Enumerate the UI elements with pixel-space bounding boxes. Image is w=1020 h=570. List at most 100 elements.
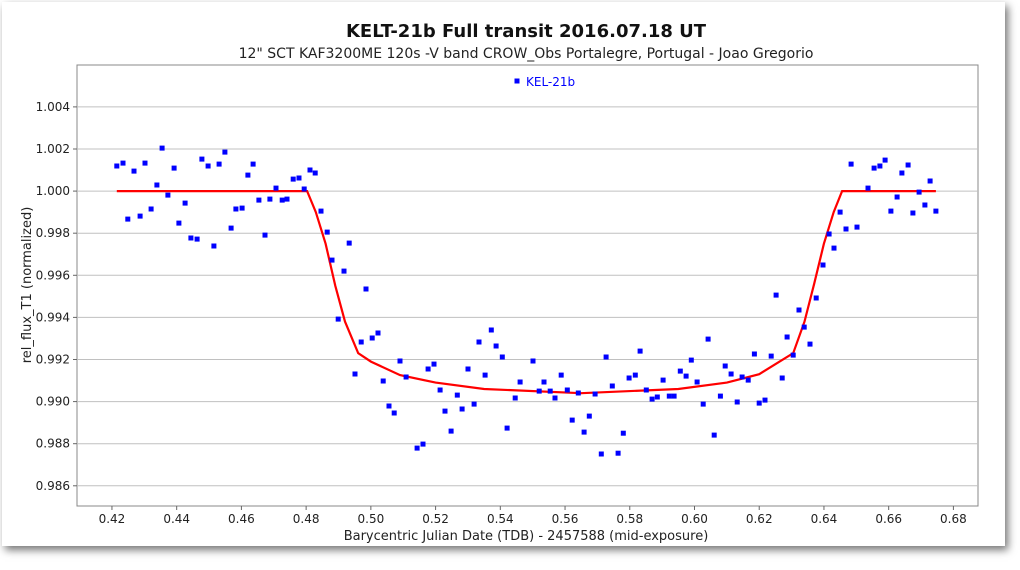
data-point bbox=[397, 358, 403, 364]
data-point bbox=[341, 268, 347, 274]
data-point bbox=[649, 396, 655, 402]
data-point bbox=[256, 197, 262, 203]
data-point bbox=[751, 351, 757, 357]
data-point bbox=[512, 395, 518, 401]
data-point bbox=[335, 316, 341, 322]
data-point bbox=[194, 236, 200, 242]
data-point bbox=[717, 393, 723, 399]
data-point bbox=[603, 354, 609, 360]
data-point bbox=[329, 257, 335, 263]
data-point bbox=[796, 307, 802, 313]
data-point bbox=[734, 399, 740, 405]
data-point bbox=[609, 383, 615, 389]
data-point bbox=[414, 445, 420, 451]
data-point bbox=[301, 186, 307, 192]
data-point bbox=[363, 286, 369, 292]
data-point bbox=[848, 161, 854, 167]
x-tick-label: 0.68 bbox=[940, 512, 967, 526]
data-point bbox=[176, 220, 182, 226]
data-point bbox=[159, 145, 165, 151]
data-point bbox=[927, 178, 933, 184]
x-tick-label: 0.44 bbox=[163, 512, 190, 526]
x-tick-label: 0.48 bbox=[293, 512, 320, 526]
y-tick-label: 1.000 bbox=[36, 184, 70, 198]
data-point bbox=[211, 243, 217, 249]
data-point bbox=[137, 213, 143, 219]
data-point bbox=[711, 432, 717, 438]
data-point bbox=[722, 363, 728, 369]
data-point bbox=[476, 339, 482, 345]
data-point bbox=[894, 194, 900, 200]
data-point bbox=[448, 428, 454, 434]
data-point bbox=[784, 334, 790, 340]
data-point bbox=[442, 408, 448, 414]
y-axis-label: rel_flux_T1 (normalized) bbox=[20, 207, 35, 364]
data-point bbox=[245, 172, 251, 178]
data-point bbox=[420, 441, 426, 447]
legend-label: KEL-21b bbox=[526, 75, 575, 89]
data-point bbox=[826, 231, 832, 237]
data-point bbox=[499, 354, 505, 360]
data-point bbox=[125, 216, 131, 222]
data-point bbox=[324, 229, 330, 235]
x-tick-label: 0.60 bbox=[681, 512, 708, 526]
data-point bbox=[296, 175, 302, 181]
data-point bbox=[403, 374, 409, 380]
y-tick-label: 0.992 bbox=[36, 352, 70, 366]
x-tick-label: 0.56 bbox=[552, 512, 579, 526]
data-point bbox=[790, 352, 796, 358]
x-tick-label: 0.62 bbox=[746, 512, 773, 526]
x-tick-label: 0.50 bbox=[358, 512, 385, 526]
data-point bbox=[188, 235, 194, 241]
data-point bbox=[569, 417, 575, 423]
data-point bbox=[459, 406, 465, 412]
x-tick-label: 0.46 bbox=[228, 512, 255, 526]
data-point bbox=[233, 206, 239, 212]
data-point bbox=[262, 232, 268, 238]
x-axis-label: Barycentric Julian Date (TDB) - 2457588 … bbox=[344, 529, 709, 544]
data-point bbox=[677, 368, 683, 374]
data-point bbox=[700, 401, 706, 407]
data-point bbox=[728, 371, 734, 377]
data-point bbox=[182, 200, 188, 206]
data-point bbox=[694, 379, 700, 385]
data-point bbox=[807, 341, 813, 347]
data-point bbox=[854, 224, 860, 230]
data-point bbox=[279, 197, 285, 203]
data-point bbox=[933, 208, 939, 214]
data-point bbox=[564, 387, 570, 393]
y-tick-label: 1.004 bbox=[36, 100, 70, 114]
y-tick-label: 0.996 bbox=[36, 268, 70, 282]
data-point bbox=[239, 205, 245, 211]
data-point bbox=[660, 377, 666, 383]
data-point bbox=[471, 401, 477, 407]
data-point bbox=[228, 225, 234, 231]
data-point bbox=[437, 387, 443, 393]
y-tick-label: 0.988 bbox=[36, 437, 70, 451]
data-point bbox=[142, 160, 148, 166]
chart-subtitle: 12" SCT KAF3200ME 120s -V band CROW_Obs … bbox=[239, 46, 814, 62]
data-point bbox=[643, 387, 649, 393]
data-point bbox=[290, 176, 296, 182]
data-point bbox=[431, 361, 437, 367]
data-point bbox=[358, 339, 364, 345]
data-point bbox=[615, 450, 621, 456]
data-point bbox=[120, 160, 126, 166]
data-point bbox=[154, 182, 160, 188]
x-tick-label: 0.42 bbox=[99, 512, 126, 526]
data-point bbox=[899, 170, 905, 176]
data-point bbox=[148, 206, 154, 212]
data-point bbox=[517, 379, 523, 385]
data-point bbox=[592, 391, 598, 397]
y-tick-label: 0.998 bbox=[36, 226, 70, 240]
data-point bbox=[581, 429, 587, 435]
data-point bbox=[482, 372, 488, 378]
y-tick-label: 1.002 bbox=[36, 142, 70, 156]
data-point bbox=[671, 393, 677, 399]
data-point bbox=[171, 165, 177, 171]
data-point bbox=[312, 170, 318, 176]
data-point bbox=[530, 358, 536, 364]
y-tick-label: 0.990 bbox=[36, 395, 70, 409]
data-point bbox=[865, 185, 871, 191]
data-point bbox=[910, 210, 916, 216]
